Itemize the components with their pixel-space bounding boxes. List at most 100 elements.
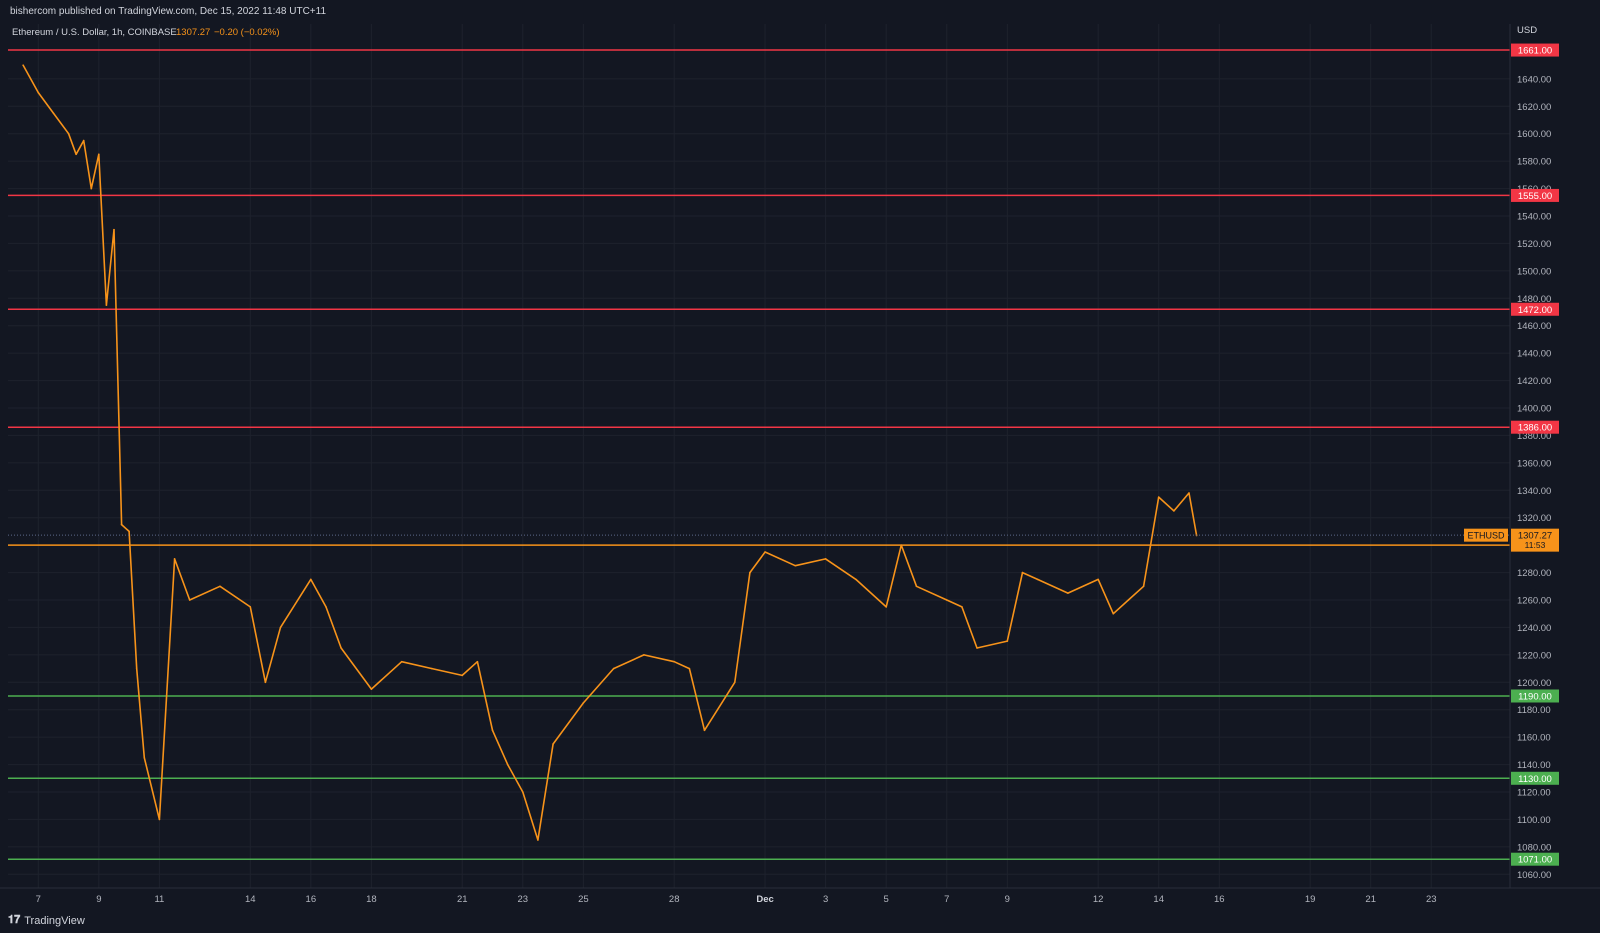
price-point [476, 660, 479, 663]
level-price-tag [1511, 188, 1559, 202]
y-tick-label: 1520.00 [1517, 239, 1551, 250]
y-tick-label: 1600.00 [1517, 129, 1551, 140]
tradingview-logo-icon: 𝟏𝟕 [8, 914, 21, 926]
price-point [1036, 578, 1039, 581]
price-point [764, 551, 766, 553]
x-tick-label: 9 [96, 894, 101, 905]
price-point [82, 139, 85, 142]
price-point [1127, 599, 1130, 601]
price-point [461, 674, 464, 677]
x-tick-label: 5 [884, 894, 889, 905]
y-tick-label: 1460.00 [1517, 321, 1551, 332]
y-tick-label: 1640.00 [1517, 74, 1551, 85]
axes: 1640.001620.001600.001580.001560.001540.… [0, 24, 1600, 905]
price-point [1188, 492, 1190, 494]
price-point [976, 647, 978, 649]
x-tick-label: 16 [1214, 894, 1225, 905]
y-tick-label: 1180.00 [1517, 705, 1551, 716]
x-tick-label: 3 [823, 894, 828, 905]
price-point [325, 606, 327, 608]
price-point [885, 606, 887, 608]
price-point [915, 585, 918, 588]
y-tick-label: 1120.00 [1517, 788, 1551, 799]
price-point [310, 578, 312, 581]
x-tick-label: 25 [578, 894, 589, 905]
y-tick-label: 1340.00 [1517, 486, 1551, 497]
price-point [491, 729, 494, 732]
price-point [188, 599, 191, 601]
price-point [506, 763, 509, 766]
footer: 𝟏𝟕 TradingView [0, 910, 1600, 933]
price-point [135, 667, 138, 670]
price-point [264, 681, 267, 684]
publish-info: bishercom published on TradingView.com, … [10, 6, 327, 17]
level-price-tag [1511, 302, 1559, 316]
price-point [703, 729, 706, 732]
x-tick-label: 28 [669, 894, 680, 905]
y-tick-label: 1080.00 [1517, 842, 1551, 853]
x-tick-label: 12 [1093, 894, 1104, 905]
x-tick-label: 11 [154, 894, 164, 905]
price-point [249, 606, 252, 608]
level-price-tag [1511, 689, 1559, 703]
y-tick-label: 1320.00 [1517, 513, 1551, 524]
y-tick-label: 1220.00 [1517, 650, 1551, 661]
x-tick-label: 23 [1426, 894, 1437, 905]
series-layer [8, 64, 1510, 841]
level-price-tag [1511, 43, 1559, 57]
price-point [1112, 612, 1115, 615]
price-point [143, 756, 146, 759]
level-price-tag [1511, 420, 1559, 434]
price-point [552, 743, 554, 745]
price-point [855, 578, 857, 581]
price-point [279, 626, 282, 629]
tradingview-logo[interactable]: 𝟏𝟕 TradingView [8, 914, 85, 927]
currency-label: USD [1517, 25, 1537, 36]
price-point [173, 558, 176, 560]
price-point [961, 606, 963, 608]
price-series-line[interactable] [22, 64, 1198, 841]
price-point [1021, 571, 1024, 574]
x-tick-label: 14 [245, 894, 256, 905]
price-point [128, 530, 130, 533]
level-price-label: 1661.00 [1518, 46, 1552, 57]
price-point [400, 660, 403, 663]
price-point [1157, 496, 1160, 498]
y-tick-label: 1200.00 [1517, 678, 1551, 689]
chart-header: bishercom published on TradingView.com, … [0, 0, 1600, 24]
x-tick-label: Dec [756, 894, 773, 905]
price-point [120, 523, 123, 526]
price-point [22, 64, 24, 66]
level-price-label: 1130.00 [1518, 774, 1552, 785]
y-tick-label: 1360.00 [1517, 458, 1551, 469]
price-point [52, 112, 55, 114]
price-point [749, 571, 751, 574]
x-tick-label: 7 [944, 894, 949, 905]
price-point [113, 228, 115, 231]
level-price-tag [1511, 771, 1559, 785]
y-tick-label: 1400.00 [1517, 404, 1551, 415]
symbol-tag [1464, 528, 1508, 542]
grid [8, 24, 1510, 888]
price-point [158, 818, 161, 821]
price-point [643, 654, 645, 656]
price-point [67, 132, 70, 135]
x-tick-label: 23 [518, 894, 529, 905]
legend-change: −0.20 (−0.02%) [214, 27, 280, 38]
level-price-label: 1555.00 [1518, 191, 1552, 202]
y-tick-label: 1620.00 [1517, 102, 1551, 113]
level-price-tag [1511, 852, 1559, 866]
last-price-label: 1307.27 [1518, 531, 1552, 542]
price-point [431, 667, 433, 670]
legend-price: 1307.27 [176, 27, 210, 38]
price-point [537, 839, 539, 841]
price-point [1173, 510, 1175, 512]
price-point [945, 599, 948, 601]
level-price-label: 1472.00 [1518, 305, 1552, 316]
price-point [105, 304, 108, 306]
price-point [90, 187, 93, 190]
y-tick-label: 1440.00 [1517, 349, 1551, 360]
symbol-tag-label: ETHUSD [1467, 531, 1505, 541]
level-price-label: 1386.00 [1518, 423, 1552, 434]
